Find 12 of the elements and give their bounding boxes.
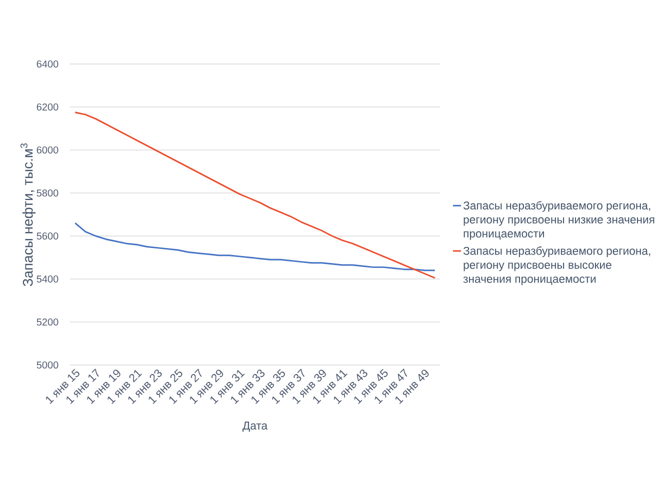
legend-label: Запасы неразбуриваемого региона, региону присвоены низкие значения проницаемости: [463, 201, 654, 240]
y-tick-label: 6200: [36, 103, 58, 111]
legend-label: Запасы неразбуриваемого региона, региону присвоены высокие значения проницаемости: [463, 246, 650, 286]
y-tick-label: 5000: [36, 361, 58, 369]
y-axis-title: Запасы нефти, тыс.м$^{3}$: [20, 143, 36, 286]
y-tick-label: 5400: [36, 275, 58, 283]
y-tick-label: 5800: [36, 189, 58, 197]
y-tick-label: 6400: [36, 60, 58, 68]
y-tick-label: 5200: [36, 318, 58, 326]
y-tick-label: 5600: [36, 232, 58, 240]
x-axis-title: Дата: [242, 422, 268, 432]
y-tick-label: 6000: [36, 146, 58, 154]
